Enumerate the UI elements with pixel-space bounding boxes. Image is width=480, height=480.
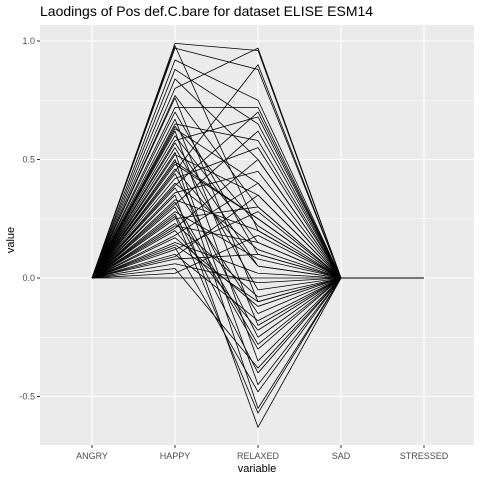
y-tick-label: 1.0 <box>22 36 35 46</box>
x-tick-label: ANGRY <box>76 451 108 461</box>
y-tick-label: -0.5 <box>19 392 35 402</box>
series-line <box>91 194 424 279</box>
y-axis-title: value <box>5 227 17 253</box>
y-axis: -0.5 0.0 0.5 1.0 <box>19 36 40 402</box>
plot-panel <box>40 25 474 445</box>
x-tick-label: SAD <box>332 451 351 461</box>
y-tick-label: 0.0 <box>22 273 35 283</box>
series-lines <box>91 42 424 428</box>
x-axis-title: variable <box>238 463 277 475</box>
y-tick-label: 0.5 <box>22 155 35 165</box>
chart-title: Laodings of Pos def.C.bare for dataset E… <box>40 3 373 19</box>
x-tick-label: RELAXED <box>237 451 280 461</box>
x-tick-label: HAPPY <box>160 451 191 461</box>
x-tick-label: STRESSED <box>400 451 449 461</box>
x-axis: ANGRY HAPPY RELAXED SAD STRESSED <box>76 445 449 461</box>
